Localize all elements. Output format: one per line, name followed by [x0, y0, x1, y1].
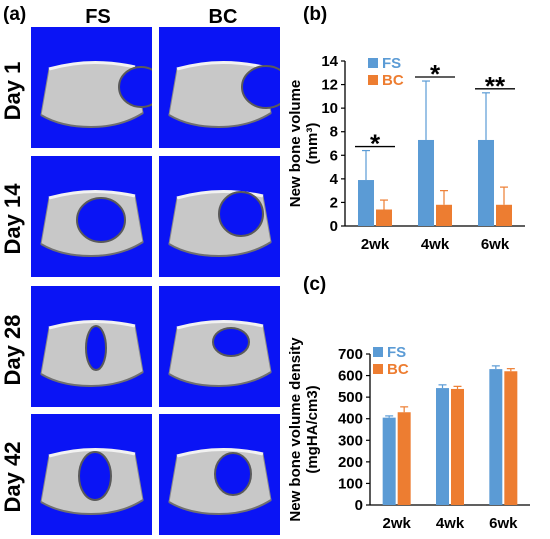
y-tick-label: 8: [330, 124, 338, 141]
skull-lower-edge: [168, 112, 272, 129]
significance-marker: *: [370, 129, 381, 159]
bar-bc: [376, 209, 392, 226]
y-tick-label: 14: [321, 53, 338, 70]
legend-label-bc: BC: [382, 72, 404, 89]
y-tick-label: 6: [330, 147, 338, 164]
skull-lower-edge: [40, 112, 144, 129]
micro-ct-scan-bc-day-28: [159, 286, 280, 407]
skull-edge-highlight: [48, 61, 136, 71]
micro-ct-scan-bc-day-14: [159, 156, 280, 277]
defect-hole: [76, 197, 126, 243]
skull-lower-edge: [40, 241, 144, 258]
y-tick-label: 4: [330, 171, 339, 188]
skull-edge-highlight: [48, 190, 136, 200]
significance-marker: **: [485, 71, 506, 101]
micro-ct-scan-bc-day-1: [159, 27, 280, 148]
defect-hole: [218, 191, 264, 237]
y-tick-label: 12: [321, 77, 338, 94]
significance-marker: *: [430, 59, 441, 89]
y-tick-label: 2: [330, 194, 338, 211]
defect-hole: [118, 66, 152, 108]
micro-ct-scan-fs-day-14: [31, 156, 152, 277]
bar-fs: [358, 180, 374, 226]
skull-edge-highlight: [48, 320, 136, 330]
legend-swatch-fs: [368, 58, 378, 68]
y-axis-title: New bone volume(mm³): [287, 80, 321, 208]
legend-swatch-bc: [368, 75, 378, 85]
y-tick-label: 10: [321, 100, 338, 117]
defect-hole: [78, 451, 112, 501]
skull-edge-highlight: [176, 61, 264, 71]
skull-edge-highlight: [176, 448, 264, 458]
micro-ct-scan-bc-day-42: [159, 414, 280, 535]
skull-lower-edge: [168, 499, 272, 516]
defect-hole: [212, 327, 250, 357]
skull-edge-highlight: [176, 190, 264, 200]
x-tick-label: 6wk: [481, 236, 510, 253]
y-axis-title-line-1: New bone volume: [287, 80, 304, 208]
defect-hole: [241, 65, 280, 109]
skull-lower-edge: [40, 499, 144, 516]
skull-edge-highlight: [176, 320, 264, 330]
micro-ct-scan-fs-day-1: [31, 27, 152, 148]
defect-hole: [214, 452, 252, 496]
legend-label-fs: FS: [382, 55, 401, 72]
skull-lower-edge: [168, 241, 272, 258]
column-header-fs: FS: [85, 6, 111, 28]
bar-fs: [418, 139, 434, 226]
defect-hole: [85, 325, 107, 371]
y-axis-title-line-2: (mm³): [304, 123, 321, 165]
skull-lower-edge: [168, 371, 272, 388]
bar-fs: [478, 139, 494, 226]
x-tick-label: 4wk: [421, 236, 450, 253]
bar-bc: [436, 204, 452, 226]
x-tick-label: 2wk: [361, 236, 390, 253]
y-tick-label: 0: [330, 218, 338, 235]
skull-edge-highlight: [48, 448, 136, 458]
panel-label-b: (b): [303, 4, 328, 25]
skull-lower-edge: [40, 371, 144, 388]
panel-label-a: (a): [3, 4, 27, 25]
bar-bc: [496, 204, 512, 226]
column-header-bc: BC: [208, 6, 238, 28]
panel-label-c: (c): [303, 274, 327, 295]
micro-ct-scan-fs-day-28: [31, 286, 152, 407]
micro-ct-scan-fs-day-42: [31, 414, 152, 535]
